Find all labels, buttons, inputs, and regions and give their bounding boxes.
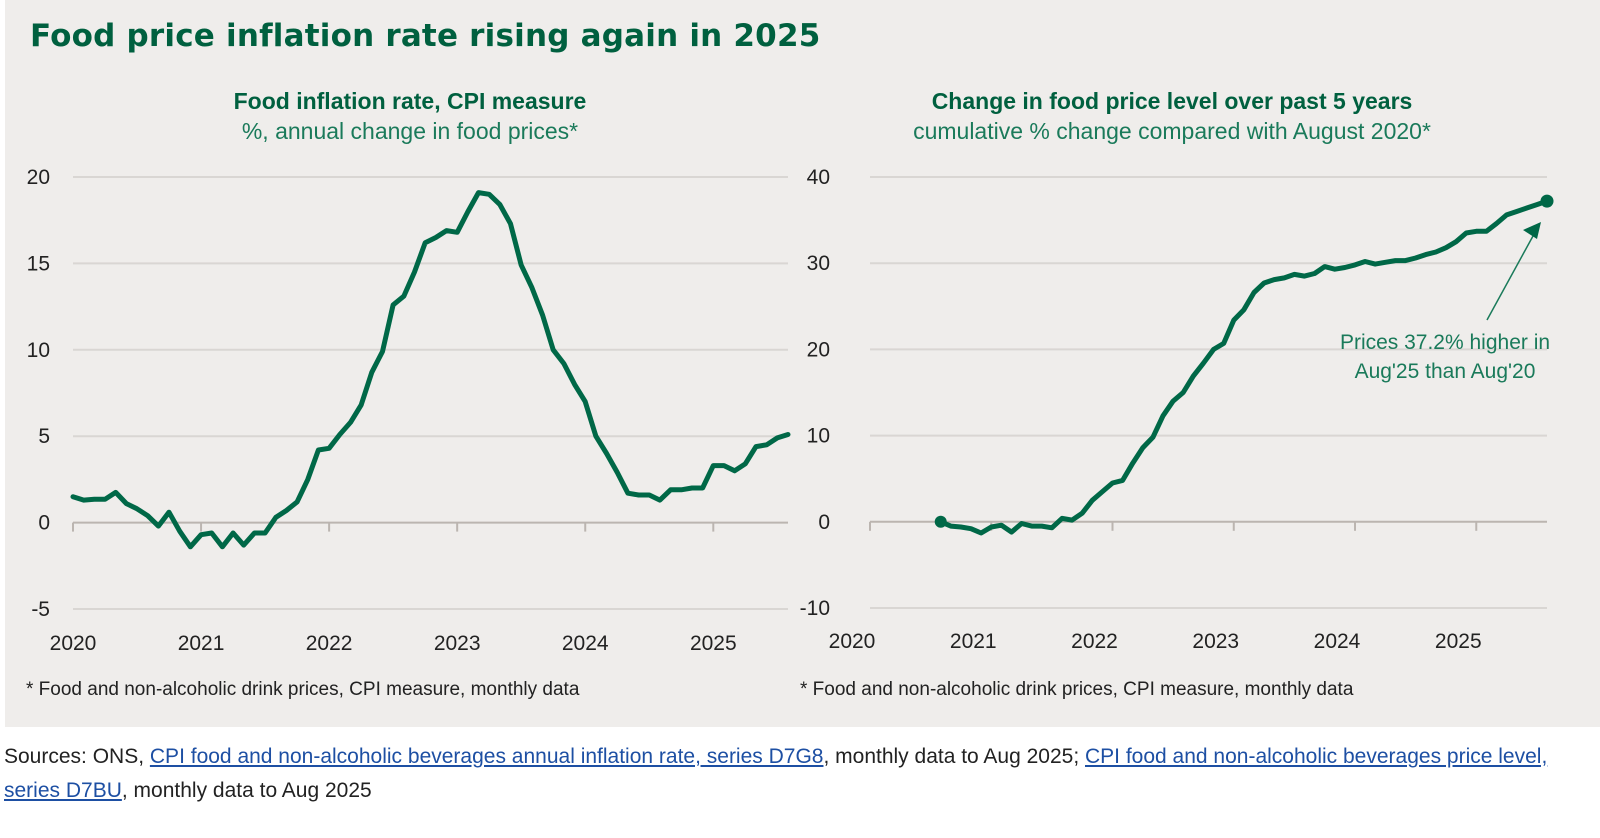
left-chart-subtitle: %, annual change in food prices* xyxy=(241,118,579,144)
y-tick-label: 0 xyxy=(38,512,50,535)
source-link-d7bu[interactable]: CPI food and non-alcoholic beverages pri… xyxy=(4,745,1548,802)
right-chart-title: Change in food price level over past 5 y… xyxy=(931,88,1413,114)
y-tick-label: 10 xyxy=(27,339,50,362)
sources-mid: , monthly data to Aug 2025; xyxy=(823,745,1085,768)
right-chart-footnote: * Food and non-alcoholic drink prices, C… xyxy=(800,679,1354,700)
left-chart-footnote: * Food and non-alcoholic drink prices, C… xyxy=(26,679,580,700)
x-tick-label: 2023 xyxy=(434,632,481,655)
y-tick-label: 20 xyxy=(807,338,830,361)
x-tick-label: 2024 xyxy=(562,632,609,655)
annotation-arrowhead-icon xyxy=(1523,222,1541,239)
sources-suffix: , monthly data to Aug 2025 xyxy=(121,779,372,802)
series-end-point xyxy=(1540,194,1554,208)
y-tick-label: 20 xyxy=(27,166,50,189)
annotation-arrow-line xyxy=(1486,235,1534,321)
x-tick-label: 2022 xyxy=(1071,630,1118,653)
x-tick-label: 2025 xyxy=(1435,630,1482,653)
y-tick-label: 10 xyxy=(807,425,830,448)
x-tick-label: 2022 xyxy=(306,632,353,655)
y-tick-label: 40 xyxy=(807,166,830,189)
y-tick-label: 15 xyxy=(27,252,50,275)
right-chart-subtitle: cumulative % change compared with August… xyxy=(913,118,1431,144)
y-tick-label: 5 xyxy=(38,425,50,448)
annotation-line-1: Prices 37.2% higher in xyxy=(1340,331,1550,354)
right-chart: 40 30 20 10 0 -10 2020 2021 2022 2023 2024 2025 Pric… xyxy=(800,166,1554,653)
x-tick-label: 2021 xyxy=(950,630,997,653)
x-tick-label: 2024 xyxy=(1314,630,1361,653)
x-tick-label: 2020 xyxy=(829,630,876,653)
x-tick-label: 2020 xyxy=(50,632,97,655)
x-tick-label: 2025 xyxy=(690,632,737,655)
x-tick-label: 2023 xyxy=(1192,630,1239,653)
chart-panel xyxy=(5,0,1600,727)
y-tick-label: 30 xyxy=(807,252,830,275)
source-link-d7g8[interactable]: CPI food and non-alcoholic beverages ann… xyxy=(149,745,824,768)
annotation-line-2: Aug'25 than Aug'20 xyxy=(1355,360,1536,383)
left-chart-title: Food inflation rate, CPI measure xyxy=(233,88,587,114)
x-tick-label: 2021 xyxy=(178,632,225,655)
series-start-point xyxy=(934,515,947,528)
y-tick-label: 0 xyxy=(818,511,830,534)
page-title: Food price inflation rate rising again i… xyxy=(30,18,821,54)
series-line xyxy=(938,198,1550,536)
y-tick-label: -10 xyxy=(800,597,830,620)
sources-prefix: Sources: ONS, xyxy=(4,745,150,768)
series-line xyxy=(70,190,791,550)
sources-note: Sources: ONS, CPI food and non-alcoholic… xyxy=(4,740,1564,808)
y-tick-label: -5 xyxy=(31,598,50,621)
